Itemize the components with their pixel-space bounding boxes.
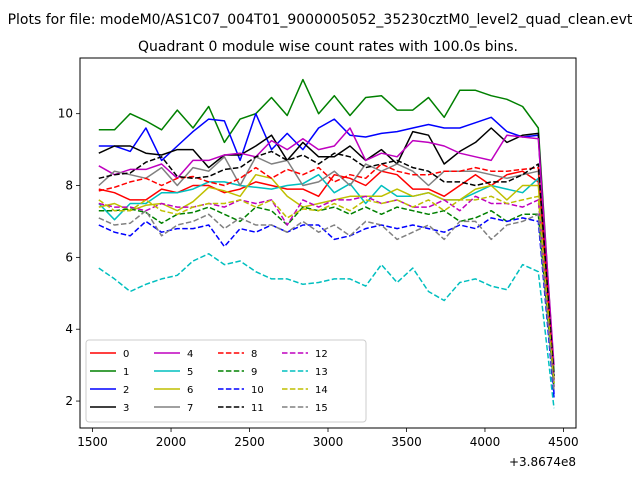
x-tick-label: 2500 bbox=[234, 435, 265, 449]
legend-label-7: 7 bbox=[187, 403, 193, 414]
x-tick-label: 2000 bbox=[156, 435, 187, 449]
legend-label-6: 6 bbox=[187, 385, 193, 396]
series-line-5 bbox=[98, 173, 555, 376]
series-layer bbox=[98, 78, 555, 409]
legend-label-4: 4 bbox=[187, 349, 193, 360]
series-line-2 bbox=[98, 112, 555, 394]
series-line-12 bbox=[98, 195, 555, 387]
x-axis: 1500 2000 2500 3000 3500 4000 4500 bbox=[77, 428, 579, 449]
x-offset-label: +3.8674e8 bbox=[509, 455, 576, 469]
y-tick-label: 8 bbox=[65, 179, 73, 193]
x-tick-label: 4500 bbox=[548, 435, 579, 449]
series-line-6 bbox=[98, 173, 555, 384]
x-tick-label: 3000 bbox=[313, 435, 344, 449]
series-line-11 bbox=[98, 150, 555, 376]
legend-label-0: 0 bbox=[123, 349, 129, 360]
legend-label-3: 3 bbox=[123, 403, 129, 414]
legend-label-11: 11 bbox=[251, 403, 264, 414]
series-line-8 bbox=[98, 163, 555, 380]
y-tick-label: 2 bbox=[65, 394, 73, 408]
x-tick-label: 3500 bbox=[391, 435, 422, 449]
series-line-10 bbox=[98, 217, 555, 398]
y-tick-label: 4 bbox=[65, 322, 73, 336]
series-line-13 bbox=[98, 253, 555, 409]
series-line-9 bbox=[98, 206, 555, 387]
chart-title: Quadrant 0 module wise count rates with … bbox=[138, 39, 518, 55]
legend-frame bbox=[85, 339, 367, 423]
series-line-15 bbox=[98, 209, 555, 391]
legend-label-13: 13 bbox=[315, 367, 328, 378]
series-line-1 bbox=[98, 78, 555, 373]
figure-suptitle: Plots for file: modeM0/AS1C07_004T01_900… bbox=[8, 12, 633, 28]
legend-label-12: 12 bbox=[315, 349, 328, 360]
legend-label-8: 8 bbox=[251, 349, 257, 360]
series-line-3 bbox=[98, 127, 555, 380]
series-line-4 bbox=[98, 127, 555, 366]
y-tick-label: 6 bbox=[65, 250, 73, 264]
x-tick-label: 4000 bbox=[470, 435, 501, 449]
series-line-7 bbox=[98, 156, 555, 384]
legend-label-10: 10 bbox=[251, 385, 264, 396]
legend-label-15: 15 bbox=[315, 403, 328, 414]
legend-label-14: 14 bbox=[315, 385, 328, 396]
y-axis: 2 4 6 8 10 bbox=[58, 107, 80, 408]
series-line-14 bbox=[98, 195, 555, 384]
x-tick-label: 1500 bbox=[77, 435, 108, 449]
legend-label-5: 5 bbox=[187, 367, 193, 378]
legend-label-9: 9 bbox=[251, 367, 257, 378]
legend-label-2: 2 bbox=[123, 385, 129, 396]
y-tick-label: 10 bbox=[58, 107, 73, 121]
legend-label-1: 1 bbox=[123, 367, 129, 378]
